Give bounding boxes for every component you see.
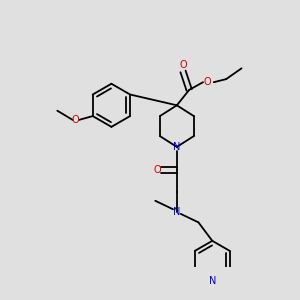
Text: N: N [173, 207, 181, 217]
Text: N: N [173, 142, 181, 152]
Text: O: O [153, 165, 160, 175]
Text: O: O [179, 60, 187, 70]
Text: N: N [208, 276, 216, 286]
Text: O: O [72, 115, 80, 125]
Text: O: O [204, 77, 212, 87]
